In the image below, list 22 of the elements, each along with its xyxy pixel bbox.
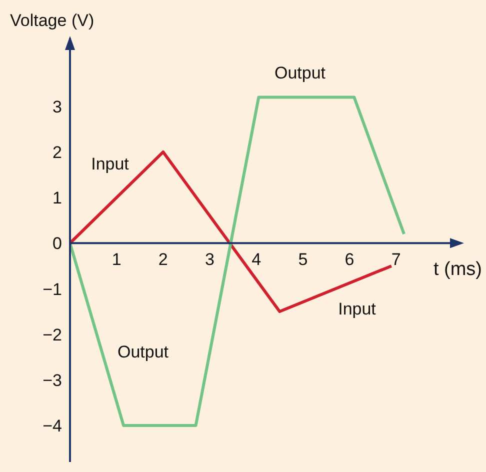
- y-tick-label: −3: [42, 370, 62, 390]
- y-axis-title: Voltage (V): [10, 11, 94, 30]
- y-tick-label: 2: [52, 143, 62, 162]
- y-tick-label: −2: [42, 325, 62, 344]
- annotation: Input: [338, 299, 376, 318]
- y-tick-label: −4: [42, 416, 62, 436]
- x-tick-label: 2: [158, 250, 168, 270]
- x-axis-title: t (ms): [433, 259, 482, 280]
- y-tick-label: 1: [52, 188, 62, 208]
- x-tick-label: 1: [112, 250, 122, 270]
- annotation: Output: [117, 342, 169, 362]
- annotation: Input: [91, 154, 130, 174]
- x-tick-label: 6: [344, 250, 354, 270]
- y-tick-label: 3: [52, 97, 62, 116]
- y-tick-label: −1: [42, 280, 62, 299]
- x-tick-label: 7: [391, 250, 401, 270]
- annotation: Output: [274, 63, 326, 82]
- y-tick-label: 0: [52, 234, 62, 254]
- x-tick-label: 4: [252, 250, 262, 270]
- x-tick-label: 5: [298, 250, 308, 270]
- x-tick-label: 3: [205, 250, 214, 270]
- line-series: [70, 96, 406, 428]
